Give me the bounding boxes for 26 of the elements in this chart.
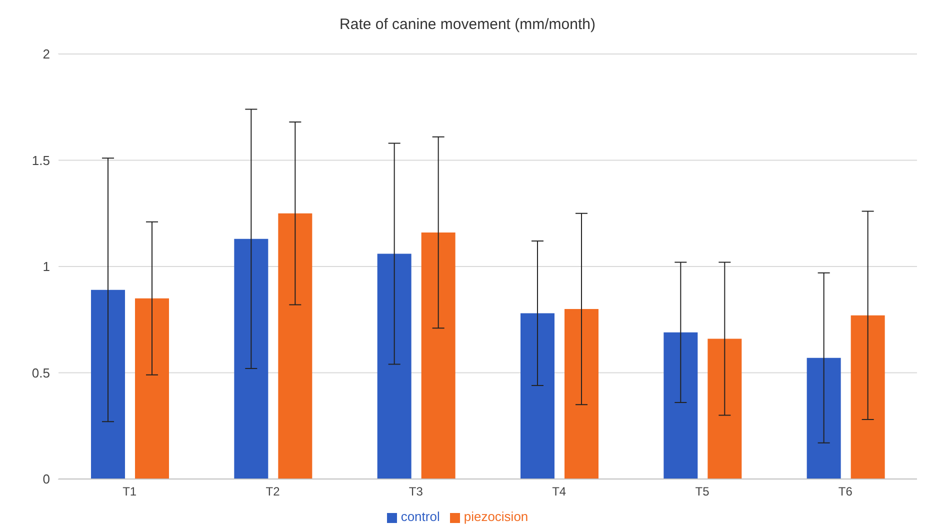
y-tick-label: 1: [42, 259, 50, 274]
y-tick-label: 1.5: [32, 152, 50, 168]
chart-title: Rate of canine movement (mm/month): [338, 15, 596, 35]
x-tick-label: T5: [695, 484, 710, 499]
x-tick-label: T6: [838, 484, 853, 499]
bar: [806, 358, 841, 479]
bar: [664, 332, 698, 479]
y-tick-label: 0.5: [32, 365, 50, 380]
bar: [278, 213, 312, 479]
bar: [850, 315, 885, 479]
bar: [421, 232, 456, 479]
bar: [708, 338, 742, 479]
bar: [520, 313, 554, 479]
legend-label: piezocision: [464, 509, 528, 524]
x-tick-label: T4: [552, 484, 566, 499]
bar: [564, 309, 598, 479]
legend-label: control: [400, 509, 440, 524]
bar: [234, 238, 268, 479]
bar: [377, 254, 412, 479]
x-tick-label: T2: [266, 484, 280, 499]
x-tick-label: T1: [122, 484, 137, 499]
y-tick-label: 2: [42, 46, 50, 62]
x-tick-label: T3: [408, 484, 424, 499]
bar: [135, 298, 169, 479]
y-tick-label: 0: [42, 472, 50, 487]
bar: [91, 290, 125, 479]
